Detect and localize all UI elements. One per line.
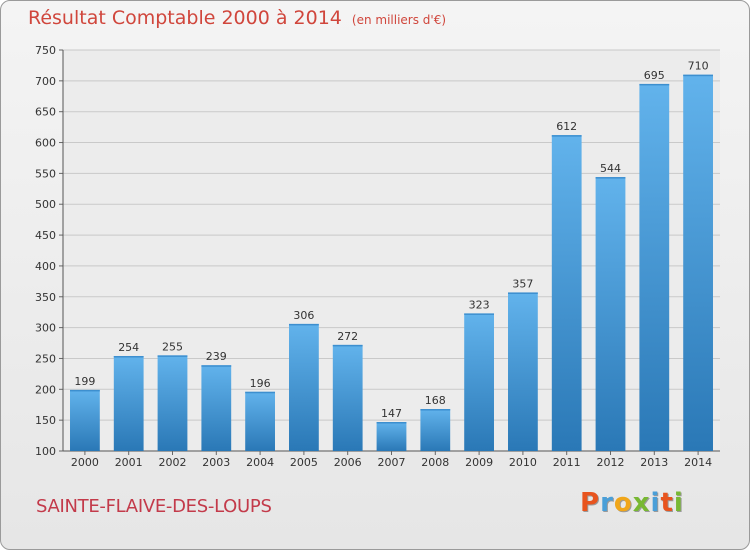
x-tick-label: 2011 bbox=[553, 456, 581, 469]
bar-top-edge bbox=[113, 355, 144, 358]
logo-letter: r bbox=[600, 488, 614, 518]
logo-letter: o bbox=[613, 488, 633, 518]
bar-top-edge bbox=[289, 323, 319, 326]
x-tick-label: 2001 bbox=[115, 456, 143, 469]
bar bbox=[683, 74, 713, 451]
y-tick-label: 550 bbox=[35, 167, 56, 180]
data-label: 612 bbox=[556, 120, 577, 133]
bar bbox=[464, 313, 494, 451]
bar-top-edge bbox=[508, 292, 538, 294]
y-tick-label: 400 bbox=[35, 260, 56, 273]
x-tick-label: 2009 bbox=[465, 456, 493, 469]
proxiti-logo: Proxiti bbox=[580, 488, 684, 518]
bar bbox=[420, 409, 451, 451]
y-tick-label: 250 bbox=[35, 352, 56, 365]
bar bbox=[157, 355, 188, 451]
commune-name: SAINTE-FLAIVE-DES-LOUPS bbox=[36, 496, 272, 517]
bar-top-edge bbox=[70, 389, 100, 392]
bar-top-edge bbox=[201, 365, 232, 367]
bar-top-edge bbox=[420, 409, 451, 411]
data-label: 254 bbox=[118, 341, 139, 354]
data-label: 147 bbox=[381, 407, 402, 420]
bar-top-edge bbox=[245, 391, 275, 394]
bar-top-edge bbox=[376, 422, 407, 424]
x-tick-label: 2012 bbox=[597, 456, 625, 469]
x-tick-label: 2007 bbox=[378, 456, 406, 469]
data-label: 323 bbox=[469, 298, 490, 311]
x-tick-label: 2005 bbox=[290, 456, 318, 469]
logo-letter: i bbox=[650, 488, 661, 518]
y-tick-label: 700 bbox=[35, 75, 56, 88]
data-label: 357 bbox=[512, 277, 533, 290]
y-tick-label: 300 bbox=[35, 322, 56, 335]
bar bbox=[639, 83, 670, 451]
data-label: 272 bbox=[337, 330, 358, 343]
bar bbox=[201, 365, 232, 451]
bar bbox=[113, 355, 144, 451]
chart-title-text: Résultat Comptable 2000 à 2014 bbox=[28, 7, 342, 29]
bar bbox=[551, 135, 582, 452]
bar-top-edge bbox=[464, 313, 494, 315]
y-tick-label: 100 bbox=[35, 445, 56, 458]
bar bbox=[245, 391, 275, 451]
logo-letter: t bbox=[660, 488, 674, 518]
data-label: 544 bbox=[600, 162, 621, 175]
data-label: 168 bbox=[425, 394, 446, 407]
logo-letter: i bbox=[673, 488, 684, 518]
bar-top-edge bbox=[595, 177, 626, 179]
bar bbox=[332, 344, 363, 451]
x-tick-label: 2002 bbox=[159, 456, 187, 469]
x-tick-label: 2003 bbox=[202, 456, 230, 469]
bar-top-edge bbox=[332, 344, 363, 347]
data-label: 695 bbox=[644, 69, 665, 82]
y-tick-label: 750 bbox=[35, 44, 56, 57]
x-tick-label: 2004 bbox=[246, 456, 274, 469]
bar bbox=[508, 292, 538, 451]
bar-top-edge bbox=[683, 74, 713, 77]
x-tick-label: 2008 bbox=[421, 456, 449, 469]
bar bbox=[376, 422, 407, 451]
x-tick-label: 2013 bbox=[640, 456, 668, 469]
bar-top-edge bbox=[551, 135, 582, 137]
bar bbox=[289, 323, 319, 451]
data-label: 255 bbox=[162, 340, 183, 353]
y-tick-label: 350 bbox=[35, 291, 56, 304]
data-label: 199 bbox=[74, 375, 95, 388]
x-tick-label: 2006 bbox=[334, 456, 362, 469]
chart-unit: (en milliers d'€) bbox=[351, 13, 447, 27]
y-tick-label: 600 bbox=[35, 137, 56, 150]
bar-top-edge bbox=[639, 83, 670, 86]
y-tick-label: 200 bbox=[35, 383, 56, 396]
chart-title: Résultat Comptable 2000 à 2014 (en millie… bbox=[28, 7, 446, 29]
bar bbox=[70, 389, 100, 451]
data-label: 306 bbox=[293, 309, 314, 322]
y-tick-label: 150 bbox=[35, 414, 56, 427]
bar-top-edge bbox=[157, 355, 188, 357]
y-tick-label: 500 bbox=[35, 198, 56, 211]
bar bbox=[595, 177, 626, 451]
data-label: 710 bbox=[688, 60, 709, 73]
x-tick-label: 2010 bbox=[509, 456, 537, 469]
logo-letter: x bbox=[632, 488, 651, 518]
y-tick-label: 450 bbox=[35, 229, 56, 242]
x-tick-label: 2014 bbox=[684, 456, 712, 469]
logo-letter: P bbox=[580, 488, 601, 518]
data-label: 239 bbox=[206, 350, 227, 363]
y-tick-label: 650 bbox=[35, 106, 56, 119]
x-tick-label: 2000 bbox=[71, 456, 99, 469]
data-label: 196 bbox=[250, 377, 271, 390]
